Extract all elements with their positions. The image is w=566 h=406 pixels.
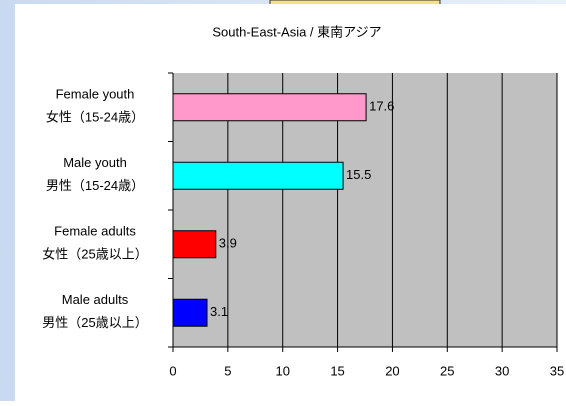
bar [172,93,367,122]
value-label: 17.6 [369,99,394,114]
y-tick-label: Female youth [56,87,135,102]
y-tick-label: 女性（25歳以上） [42,247,147,262]
x-tick-label: 10 [275,363,289,378]
x-tick-label: 20 [385,363,399,378]
x-tick-label: 5 [224,363,231,378]
bar [172,298,208,327]
y-tick-label: Female adults [54,224,136,239]
value-label: 15.5 [346,167,371,182]
y-tick-label: 男性（15-24歳） [46,178,144,193]
bar [172,161,344,190]
bar [172,230,217,259]
x-tick-label: 0 [169,363,176,378]
y-tick-label: 女性（15-24歳） [46,110,144,125]
y-tick-label: Male adults [62,292,129,307]
value-label: 3.9 [219,236,237,251]
chart-title: South-East-Asia / 東南アジア [212,24,381,39]
y-tick-label: Male youth [63,155,127,170]
y-tick-label: 男性（25歳以上） [42,315,147,330]
value-label: 3.1 [210,304,228,319]
x-tick-label: 25 [440,363,454,378]
x-tick-label: 30 [495,363,509,378]
x-tick-label: 35 [550,363,564,378]
x-tick-label: 15 [330,363,344,378]
